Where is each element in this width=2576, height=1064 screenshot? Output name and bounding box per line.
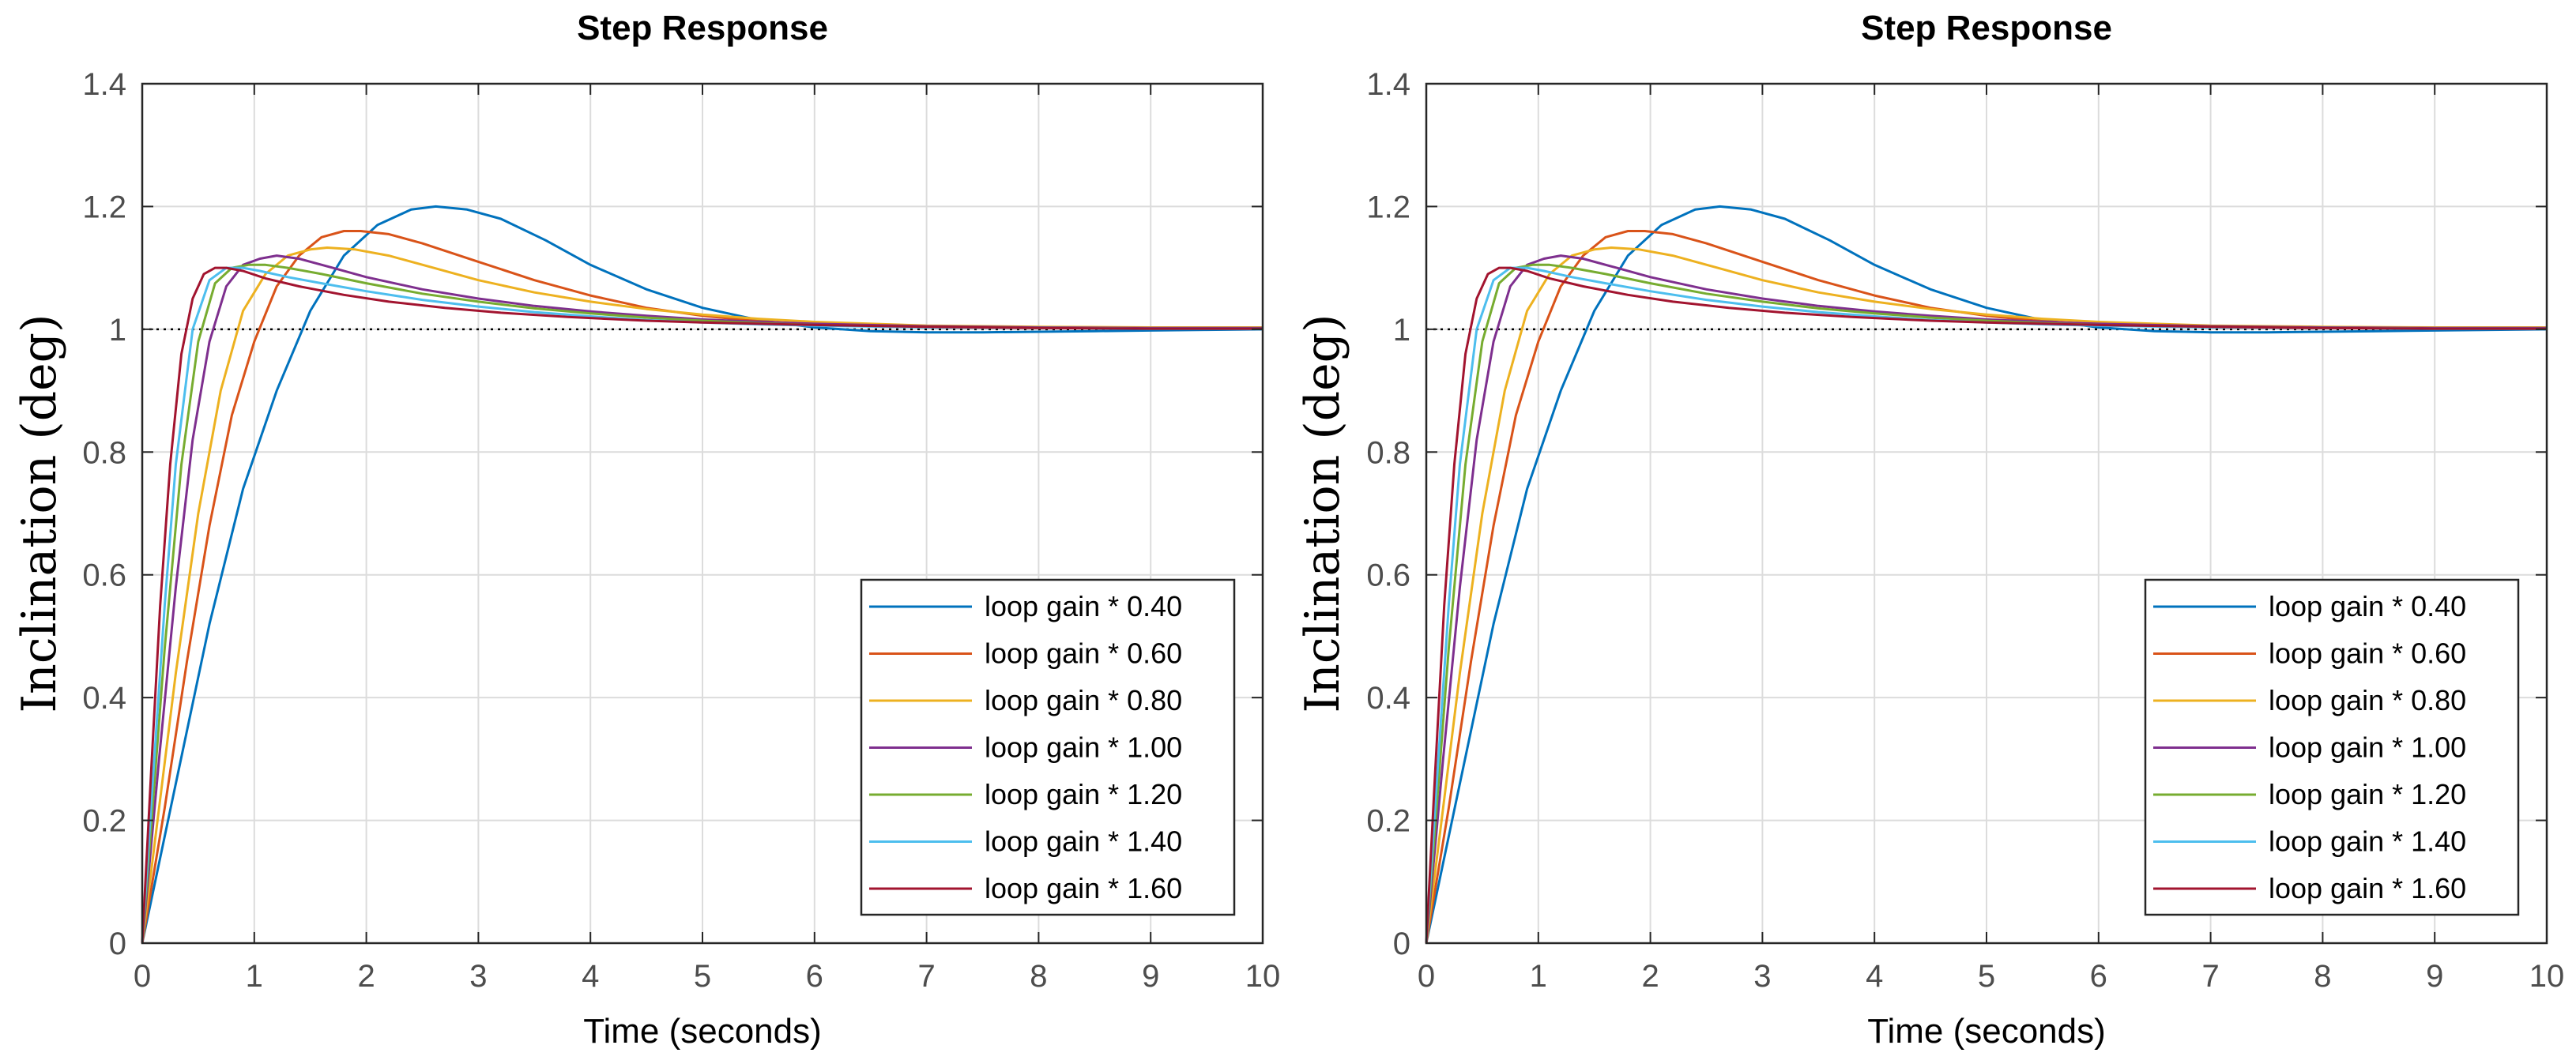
x-tick-label: 0 — [134, 959, 151, 994]
y-tick-label: 1.4 — [82, 67, 126, 102]
y-tick-label: 1.2 — [1366, 190, 1410, 224]
x-tick-label: 10 — [1245, 959, 1281, 994]
y-tick-label: 0.2 — [1366, 804, 1410, 839]
legend-entry: loop gain * 0.60 — [2269, 637, 2466, 670]
x-tick-label: 1 — [1530, 959, 1547, 994]
x-tick-label: 9 — [1142, 959, 1159, 994]
legend-entry: loop gain * 1.40 — [2269, 825, 2466, 858]
legend-entry: loop gain * 0.40 — [2269, 590, 2466, 622]
y-tick-label: 0.4 — [82, 681, 126, 716]
legend: loop gain * 0.40 loop gain * 0.60 loop gai… — [860, 578, 1236, 916]
series-line-7 — [1425, 266, 2547, 944]
x-tick-label: 2 — [1641, 959, 1659, 994]
y-axis-label: Inclination (deg) — [1295, 314, 1350, 712]
y-tick-label: 1 — [109, 313, 126, 348]
x-tick-label: 6 — [2090, 959, 2107, 994]
y-tick-label: 0.6 — [1366, 558, 1410, 593]
y-tick-label: 0 — [1393, 927, 1410, 961]
legend-entry: loop gain * 1.60 — [2269, 872, 2466, 904]
y-tick-label: 0.6 — [82, 558, 126, 593]
legend-entry: loop gain * 0.80 — [985, 684, 1182, 716]
legend-entry: loop gain * 0.40 — [985, 590, 1182, 622]
x-tick-label: 7 — [2201, 959, 2219, 994]
x-tick-label: 8 — [2314, 959, 2331, 994]
legend-entry: loop gain * 1.20 — [985, 778, 1182, 810]
chart-1: 0 1 2 3 4 5 6 7 8 9 10 0 0.2 0.4 0.6 0.8 1 1.2 1.4 Step Res… — [12, 9, 1280, 1051]
y-tick-label: 0.8 — [82, 435, 126, 470]
x-axis-label: Time (seconds) — [583, 1012, 822, 1051]
series-line-1 — [1425, 205, 2548, 944]
legend-entry: loop gain * 1.40 — [985, 825, 1182, 858]
x-tick-label: 4 — [1866, 959, 1883, 994]
x-tick-label: 3 — [1753, 959, 1771, 994]
legend-entry: loop gain * 0.80 — [2269, 684, 2466, 716]
legend-entry: loop gain * 1.60 — [985, 872, 1182, 904]
y-tick-label: 0 — [109, 927, 126, 961]
x-tick-label: 1 — [246, 959, 263, 994]
y-tick-label: 0.2 — [82, 804, 126, 839]
chart-title: Step Response — [577, 9, 828, 47]
x-tick-label: 2 — [357, 959, 375, 994]
series-line-7 — [141, 266, 1263, 944]
x-tick-label: 10 — [2529, 959, 2565, 994]
legend: loop gain * 0.40 loop gain * 0.60 loop gai… — [2144, 578, 2520, 916]
y-axis-label: Inclination (deg) — [12, 314, 67, 712]
chart-title: Step Response — [1861, 9, 2112, 47]
x-tick-label: 4 — [582, 959, 599, 994]
legend-entry: loop gain * 1.20 — [2269, 778, 2466, 810]
series-line-3 — [141, 246, 1263, 944]
legend-entry: loop gain * 0.60 — [985, 637, 1182, 670]
y-tick-label: 1.2 — [82, 190, 126, 224]
series-line-3 — [1425, 246, 2547, 944]
chart-2: 0 1 2 3 4 5 6 7 8 9 10 0 0.2 0.4 0.6 0.8 1 1.2 1.4 Step Res… — [1295, 9, 2564, 1051]
x-tick-label: 0 — [1418, 959, 1435, 994]
x-tick-label: 8 — [1030, 959, 1047, 994]
x-tick-label: 7 — [917, 959, 935, 994]
y-tick-label: 1 — [1393, 313, 1410, 348]
x-tick-label: 3 — [469, 959, 487, 994]
y-tick-label: 0.4 — [1366, 681, 1410, 716]
y-tick-label: 1.4 — [1366, 67, 1410, 102]
x-tick-label: 5 — [1978, 959, 1995, 994]
x-tick-label: 5 — [694, 959, 711, 994]
y-tick-label: 0.8 — [1366, 435, 1410, 470]
legend-entry: loop gain * 1.00 — [985, 731, 1182, 764]
x-tick-label: 9 — [2426, 959, 2443, 994]
x-tick-label: 6 — [806, 959, 823, 994]
series-line-1 — [141, 205, 1264, 944]
x-axis-label: Time (seconds) — [1867, 1012, 2106, 1051]
legend-entry: loop gain * 1.00 — [2269, 731, 2466, 764]
